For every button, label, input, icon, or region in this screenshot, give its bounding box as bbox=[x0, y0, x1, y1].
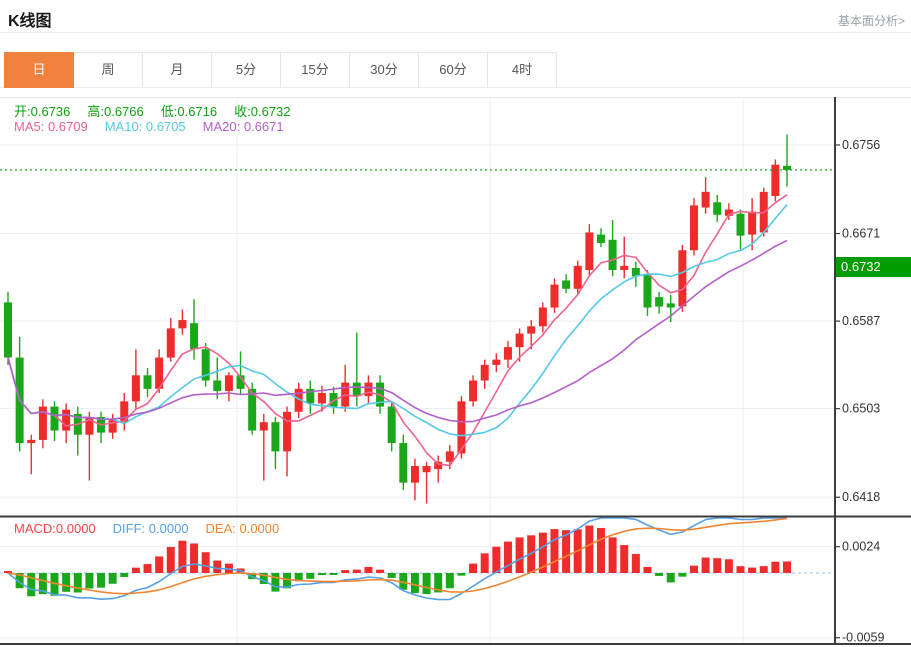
header: K线图 基本面分析> bbox=[0, 0, 911, 33]
svg-text:-0.0059: -0.0059 bbox=[842, 631, 884, 645]
axis-labels: 0.6756 0.6671 0.6587 0.6503 0.6418 0.0024 -0.0… bbox=[835, 138, 884, 645]
tabbar-underline bbox=[0, 87, 911, 88]
tab-日[interactable]: 日 bbox=[4, 52, 74, 88]
svg-text:0.0024: 0.0024 bbox=[842, 540, 880, 554]
period-tab-bar: 日周月 5分 15分 30分 60分 4时 bbox=[4, 52, 557, 88]
kline-chart[interactable]: 0.6756 0.6671 0.6587 0.6503 0.6418 0.0024 -0.0… bbox=[0, 97, 911, 645]
tab-30分[interactable]: 30分 bbox=[349, 52, 419, 88]
ma5-line bbox=[7, 194, 788, 467]
svg-text:0.6418: 0.6418 bbox=[842, 490, 880, 504]
dea-line bbox=[7, 517, 788, 595]
tab-周[interactable]: 周 bbox=[73, 52, 143, 88]
svg-text:0.6503: 0.6503 bbox=[842, 402, 880, 416]
macd-legend: MACD:0.0000 DIFF: 0.0000 DEA: 0.0000 bbox=[14, 521, 296, 536]
macd-histogram bbox=[4, 525, 791, 597]
candles bbox=[4, 134, 791, 504]
macd-legend-dea: DEA: 0.0000 bbox=[205, 521, 280, 536]
chart-area: 0.6756 0.6671 0.6587 0.6503 0.6418 0.0024 -0.0… bbox=[0, 97, 911, 645]
ma-legend-ma10: MA10: 0.6705 bbox=[104, 119, 186, 134]
ohlc-legend-high: 高:0.6766 bbox=[87, 104, 144, 119]
svg-text:0.6756: 0.6756 bbox=[842, 138, 880, 152]
fundamental-analysis-link[interactable]: 基本面分析> bbox=[837, 14, 905, 28]
page-title: K线图 bbox=[8, 13, 52, 30]
tab-60分[interactable]: 60分 bbox=[418, 52, 488, 88]
ma-legend-ma5: MA5: 0.6709 bbox=[14, 119, 88, 134]
ma-legend-ma20: MA20: 0.6671 bbox=[202, 119, 284, 134]
ma10-line bbox=[7, 204, 788, 437]
ma-legend: MA5: 0.6709 MA10: 0.6705 MA20: 0.6671 bbox=[14, 119, 301, 134]
ohlc-legend: 开:0.6736 高:0.6766 低:0.6716 收:0.6732 bbox=[14, 101, 308, 120]
ohlc-legend-low: 低:0.6716 bbox=[160, 104, 218, 119]
tab-15分[interactable]: 15分 bbox=[280, 52, 350, 88]
macd-legend-diff: DIFF: 0.0000 bbox=[112, 521, 189, 536]
current-price-tag: 0.6732 bbox=[836, 257, 911, 277]
gridlines bbox=[0, 97, 835, 645]
tab-月[interactable]: 月 bbox=[142, 52, 212, 88]
tab-4时[interactable]: 4时 bbox=[487, 52, 557, 88]
svg-text:0.6587: 0.6587 bbox=[842, 314, 880, 328]
ohlc-legend-open: 开:0.6736 bbox=[14, 104, 71, 119]
tab-5分[interactable]: 5分 bbox=[211, 52, 281, 88]
svg-text:0.6671: 0.6671 bbox=[842, 227, 880, 241]
ma20-line bbox=[7, 239, 788, 423]
macd-legend-macd: MACD:0.0000 bbox=[14, 521, 96, 536]
ohlc-legend-close: 收:0.6732 bbox=[234, 104, 291, 119]
